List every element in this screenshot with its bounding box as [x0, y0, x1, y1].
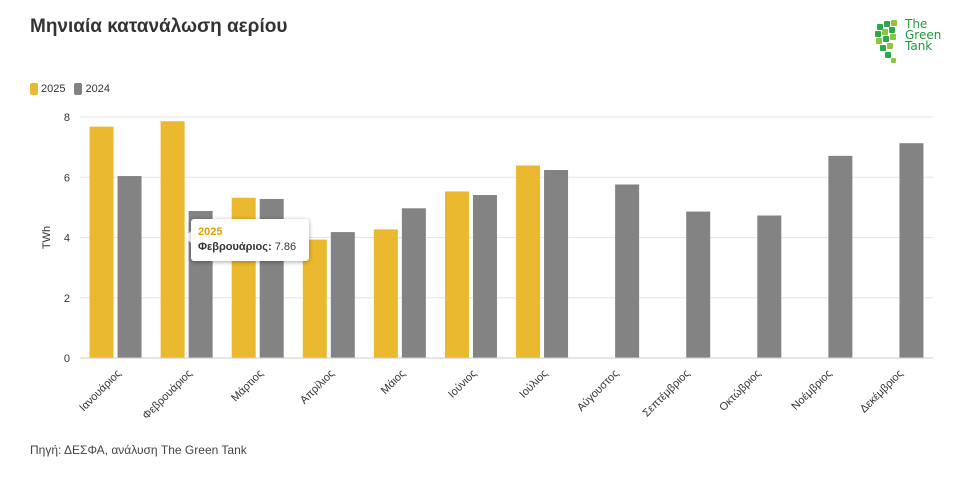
green-tank-logo: The Green Tank — [873, 18, 943, 70]
x-tick-label: Ιούλιος — [517, 368, 550, 401]
y-tick-label: 0 — [64, 353, 70, 365]
y-axis-label: TWh — [41, 226, 53, 249]
leaf-logo-icon — [875, 20, 897, 63]
bar-2025[interactable] — [444, 191, 469, 358]
bar-2024[interactable] — [401, 208, 426, 358]
tooltip-arrow — [185, 231, 191, 243]
y-tick-label: 4 — [64, 233, 70, 245]
logo-line: Green — [905, 28, 942, 42]
x-tick-label: Ιανουάριος — [77, 368, 123, 414]
x-tick-label: Απρίλιος — [298, 368, 337, 407]
tooltip-series: 2025 — [198, 226, 223, 238]
bar-2024[interactable] — [615, 184, 640, 358]
x-tick-label: Νοέμβριος — [789, 368, 834, 413]
logo-text: The Green Tank — [905, 17, 942, 53]
x-tick-label: Μάρτιος — [229, 368, 266, 405]
x-tick-label: Οκτώβριος — [717, 368, 763, 414]
y-tick-label: 8 — [64, 112, 70, 124]
bar-2024[interactable] — [472, 195, 497, 358]
legend-item-2025[interactable]: 2025 — [30, 83, 65, 95]
x-tick-label: Αύγουστος — [575, 368, 621, 414]
legend-item-2024[interactable]: 2024 — [74, 83, 110, 95]
logo-line: The — [905, 17, 928, 31]
legend-label: 2025 — [41, 83, 66, 95]
chart-title: Μηνιαία κατανάλωση αερίου — [30, 16, 288, 37]
x-tick-label: Μάιος — [379, 368, 408, 397]
bar-2024[interactable] — [330, 232, 355, 358]
tooltip-value: 7.86 — [274, 241, 297, 253]
x-tick-label: Φεβρουάριος — [140, 368, 194, 422]
legend-swatch — [30, 83, 38, 95]
x-tick-label: Ιούνιος — [446, 368, 479, 401]
source-note: Πηγή: ΔΕΣΦΑ, ανάλυση The Green Tank — [30, 443, 247, 457]
tooltip: 2025 Φεβρουάριος: 7.86 — [191, 219, 309, 261]
x-tick-label: Σεπτέμβριος — [640, 368, 692, 420]
y-tick-label: 2 — [64, 293, 70, 305]
bar-2025[interactable] — [516, 165, 541, 358]
legend-swatch — [74, 83, 83, 95]
bar-2024[interactable] — [544, 170, 569, 358]
bar-2024[interactable] — [117, 176, 142, 358]
legend-label: 2024 — [85, 83, 110, 95]
bar-2025[interactable] — [373, 229, 398, 358]
tooltip-category: Φεβρουάριος: — [198, 241, 272, 253]
bar-2024[interactable] — [899, 143, 924, 358]
y-tick-label: 6 — [64, 172, 70, 184]
bar-2025[interactable] — [89, 126, 114, 358]
bar-2024[interactable] — [757, 215, 782, 358]
bar-2024[interactable] — [828, 155, 853, 358]
bar-2025[interactable] — [160, 121, 185, 358]
x-tick-label: Δεκέμβριος — [858, 368, 906, 416]
legend: 2025 2024 — [30, 83, 110, 95]
bar-2024[interactable] — [686, 211, 711, 358]
logo-line: Tank — [905, 39, 933, 53]
